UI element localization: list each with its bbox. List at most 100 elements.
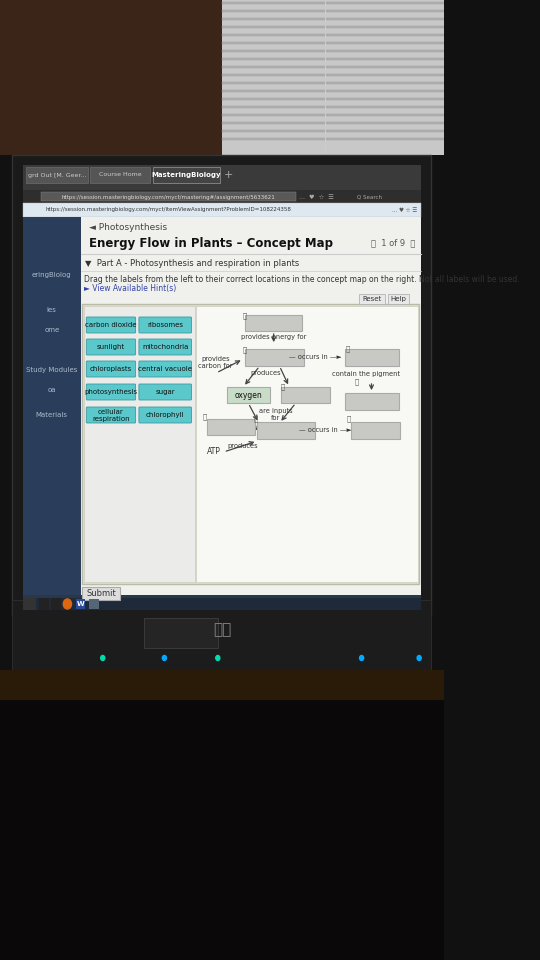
Bar [51,598,61,610]
Text: Ⓖ: Ⓖ [253,416,258,422]
Text: ... ♥ ☆ ☰: ... ♥ ☆ ☰ [392,207,417,212]
Text: W: W [77,601,84,607]
Bar [0,670,444,700]
Bar [80,217,421,595]
Circle shape [163,656,166,660]
Text: ome: ome [44,327,59,333]
Bar [23,203,421,217]
Bar [82,587,120,600]
Text: Ⓗ: Ⓗ [347,416,351,422]
Text: ⓗⓟ: ⓗⓟ [213,622,231,637]
Bar [195,306,417,582]
Text: — occurs in —►: — occurs in —► [299,427,352,433]
Bar [222,98,444,100]
Circle shape [63,599,71,609]
Bar [222,34,444,36]
FancyBboxPatch shape [86,407,136,423]
FancyBboxPatch shape [86,361,136,377]
Bar [281,387,330,403]
Bar [0,700,444,960]
Text: ribosomes: ribosomes [147,322,183,328]
Text: Drag the labels from the left to their correct locations in the concept map on t: Drag the labels from the left to their c… [84,275,519,283]
Bar [222,2,444,4]
Text: produces: produces [250,370,281,376]
Bar [23,203,421,595]
Bar [222,58,444,60]
Bar [12,155,431,615]
Text: Ⓑ: Ⓑ [242,347,247,353]
Bar [222,0,444,155]
Text: Ⓕ: Ⓕ [203,414,207,420]
Bar [12,600,431,670]
Bar [222,122,444,124]
Bar [222,130,444,132]
Bar [23,190,421,203]
Bar [153,167,220,183]
Bar [76,599,85,609]
Text: Q Search: Q Search [357,195,382,200]
Bar [345,393,399,410]
Bar [222,50,444,52]
FancyBboxPatch shape [139,361,192,377]
Text: ...  ♥  ☆  ☰: ... ♥ ☆ ☰ [299,195,334,200]
FancyBboxPatch shape [86,339,136,355]
Text: https://session.masteringbiology.com/myct/mastering#/assignment/5633621: https://session.masteringbiology.com/myc… [62,195,275,200]
Text: carbon dioxide: carbon dioxide [85,322,137,328]
Bar [23,598,421,610]
Text: +: + [224,170,233,180]
Text: sunlight: sunlight [97,344,125,350]
Text: oa: oa [48,387,56,393]
Bar [359,294,386,304]
Text: cellular
respiration: cellular respiration [92,409,130,421]
Bar [23,165,421,190]
Text: https://session.masteringbiology.com/myct/itemViewAssignment?ProblemID=108224358: https://session.masteringbiology.com/myc… [45,207,291,212]
Text: are inputs
for: are inputs for [259,409,292,421]
Text: Ⓓ: Ⓓ [281,384,285,391]
FancyBboxPatch shape [139,384,192,400]
Text: contain the pigment: contain the pigment [332,371,400,377]
FancyBboxPatch shape [139,339,192,355]
Bar [222,18,444,20]
Text: les: les [47,307,57,313]
Bar [257,422,315,439]
Bar [23,598,36,610]
Text: Ⓒ: Ⓒ [345,346,349,352]
Text: Study Modules: Study Modules [26,367,77,373]
Bar [351,422,400,439]
Bar [345,349,399,366]
Bar [144,618,218,648]
Circle shape [100,656,105,660]
Bar [245,315,302,331]
Bar [90,167,150,183]
Bar [0,0,222,155]
Text: oxygen: oxygen [234,391,262,399]
Text: mitochondria: mitochondria [142,344,188,350]
Text: Energy Flow in Plants – Concept Map: Energy Flow in Plants – Concept Map [89,236,333,250]
Bar [222,114,444,116]
Text: Materials: Materials [36,412,68,418]
Bar [89,599,99,609]
Text: MasteringBiology: MasteringBiology [152,172,221,178]
Text: provides energy for: provides energy for [241,334,306,340]
Bar [222,66,444,68]
Bar [0,670,444,960]
Bar [23,217,80,595]
Text: ATP: ATP [207,447,221,457]
Bar [222,106,444,108]
FancyBboxPatch shape [139,407,192,423]
Text: photosynthesis: photosynthesis [84,389,138,395]
Text: sugar: sugar [156,389,175,395]
Circle shape [360,656,363,660]
Text: Submit: Submit [86,588,116,597]
Text: ▼  Part A - Photosynthesis and respiration in plants: ▼ Part A - Photosynthesis and respiratio… [85,258,299,268]
Bar [222,74,444,76]
Text: chlorophyll: chlorophyll [146,412,185,418]
Text: 〈  1 of 9  〉: 〈 1 of 9 〉 [370,238,415,248]
Bar [222,10,444,12]
Text: Course Home: Course Home [99,173,141,178]
Text: — occurs in —►: — occurs in —► [289,354,342,360]
Bar [222,82,444,84]
Bar [207,419,255,435]
Bar [82,304,419,584]
Bar [222,26,444,28]
